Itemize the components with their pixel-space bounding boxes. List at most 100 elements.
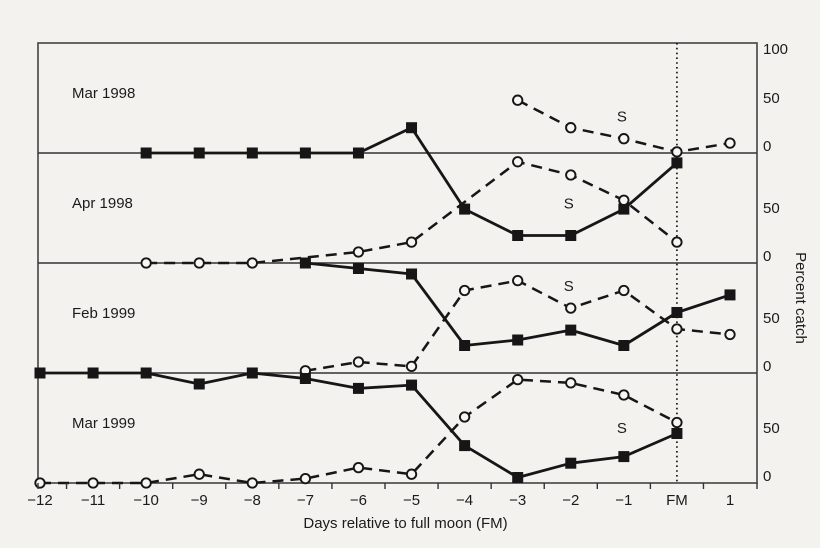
circle-marker [34, 477, 46, 489]
square-marker [299, 147, 311, 159]
circle-marker [458, 284, 471, 297]
y-axis-title: Percent catch [792, 252, 809, 344]
square-marker [512, 472, 524, 483]
square-marker [246, 147, 258, 159]
circle-marker [352, 356, 365, 368]
square-marker [459, 340, 471, 351]
circle-marker [565, 122, 577, 134]
circle-marker [193, 257, 205, 269]
panel-label-apr-1998: Apr 1998 [72, 195, 133, 212]
circle-marker [246, 257, 258, 269]
x-tick-label: −3 [509, 492, 526, 509]
circle-marker [458, 411, 471, 423]
x-tick-label: −6 [350, 492, 367, 509]
x-tick-label: −12 [27, 492, 52, 509]
circle-marker [671, 236, 683, 248]
circle-marker [565, 302, 577, 314]
x-tick-label: −2 [562, 492, 579, 509]
circle-marker [565, 377, 577, 389]
x-tick-label: −10 [133, 492, 158, 509]
circle-marker [299, 472, 312, 485]
circle-marker [618, 133, 630, 145]
square-marker [34, 367, 46, 379]
circle-marker [512, 274, 524, 287]
square-marker [406, 122, 418, 134]
circle-marker [405, 468, 418, 480]
square-marker [512, 334, 524, 346]
square-marker [618, 451, 630, 463]
square-marker [671, 157, 683, 169]
x-axis-title: Days relative to full moon (FM) [303, 515, 507, 532]
circle-marker [87, 477, 99, 489]
circle-marker [512, 156, 524, 168]
circle-marker [618, 194, 630, 206]
circle-marker [405, 236, 418, 248]
square-marker [140, 147, 152, 159]
y-axis-label-50: 50 [763, 200, 780, 217]
square-marker [193, 378, 205, 390]
panel-label-feb-1999: Feb 1999 [72, 305, 135, 322]
panel-0-solid-squares-line [146, 126, 413, 155]
circle-marker [512, 373, 524, 386]
square-marker [459, 203, 471, 215]
square-marker [352, 382, 364, 394]
circle-marker [671, 146, 683, 158]
y-axis-label-0: 0 [763, 358, 771, 375]
circle-marker [671, 323, 683, 335]
circle-marker [140, 257, 152, 269]
panel-label-mar-1998: Mar 1998 [72, 85, 135, 102]
square-marker [671, 307, 683, 318]
y-axis-label-50: 50 [763, 90, 780, 107]
circle-marker [352, 461, 365, 474]
square-marker [724, 289, 736, 301]
square-marker [406, 379, 418, 391]
x-tick-label: 1 [726, 492, 734, 509]
square-marker [459, 440, 471, 452]
spawning-s-label: S [564, 278, 574, 295]
square-marker [406, 268, 418, 280]
square-marker [618, 340, 630, 351]
x-tick-label: FM [666, 492, 688, 509]
square-marker [352, 147, 364, 159]
circle-marker [352, 246, 365, 258]
y-axis-label-100: 100 [763, 41, 788, 58]
circle-marker [671, 416, 683, 429]
spawning-s-label: S [617, 109, 627, 126]
circle-marker [246, 477, 258, 489]
square-marker [565, 230, 577, 241]
square-marker [618, 203, 630, 215]
panel-1-dashed-circles-line [146, 160, 678, 265]
x-tick-label: −7 [297, 492, 314, 509]
y-axis-label-50: 50 [763, 420, 780, 437]
cross-panel-connector [410, 126, 466, 210]
circle-marker [405, 360, 418, 373]
circle-marker [724, 137, 736, 149]
series-markers [34, 94, 736, 489]
square-marker [565, 457, 577, 469]
square-marker [512, 230, 524, 241]
x-tick-label: −1 [615, 492, 632, 509]
square-marker [299, 373, 311, 384]
circle-marker [724, 328, 736, 341]
circle-marker [618, 284, 630, 297]
x-tick-label: −9 [191, 492, 208, 509]
square-marker [87, 367, 99, 379]
circle-marker [193, 468, 205, 480]
square-marker [246, 367, 258, 379]
square-marker [193, 147, 205, 159]
square-marker [352, 263, 364, 274]
x-tick-label: −11 [81, 492, 105, 509]
y-axis-label-0: 0 [763, 468, 771, 485]
x-tick-label: −4 [456, 492, 473, 509]
spawning-s-label: S [564, 196, 574, 213]
square-marker [565, 324, 577, 336]
y-axis-label-0: 0 [763, 248, 771, 265]
circle-marker [512, 94, 524, 106]
circle-marker [618, 389, 630, 401]
panel-label-mar-1999: Mar 1999 [72, 415, 135, 432]
square-marker [671, 428, 683, 439]
y-axis-label-0: 0 [763, 138, 771, 155]
square-marker [140, 367, 152, 379]
